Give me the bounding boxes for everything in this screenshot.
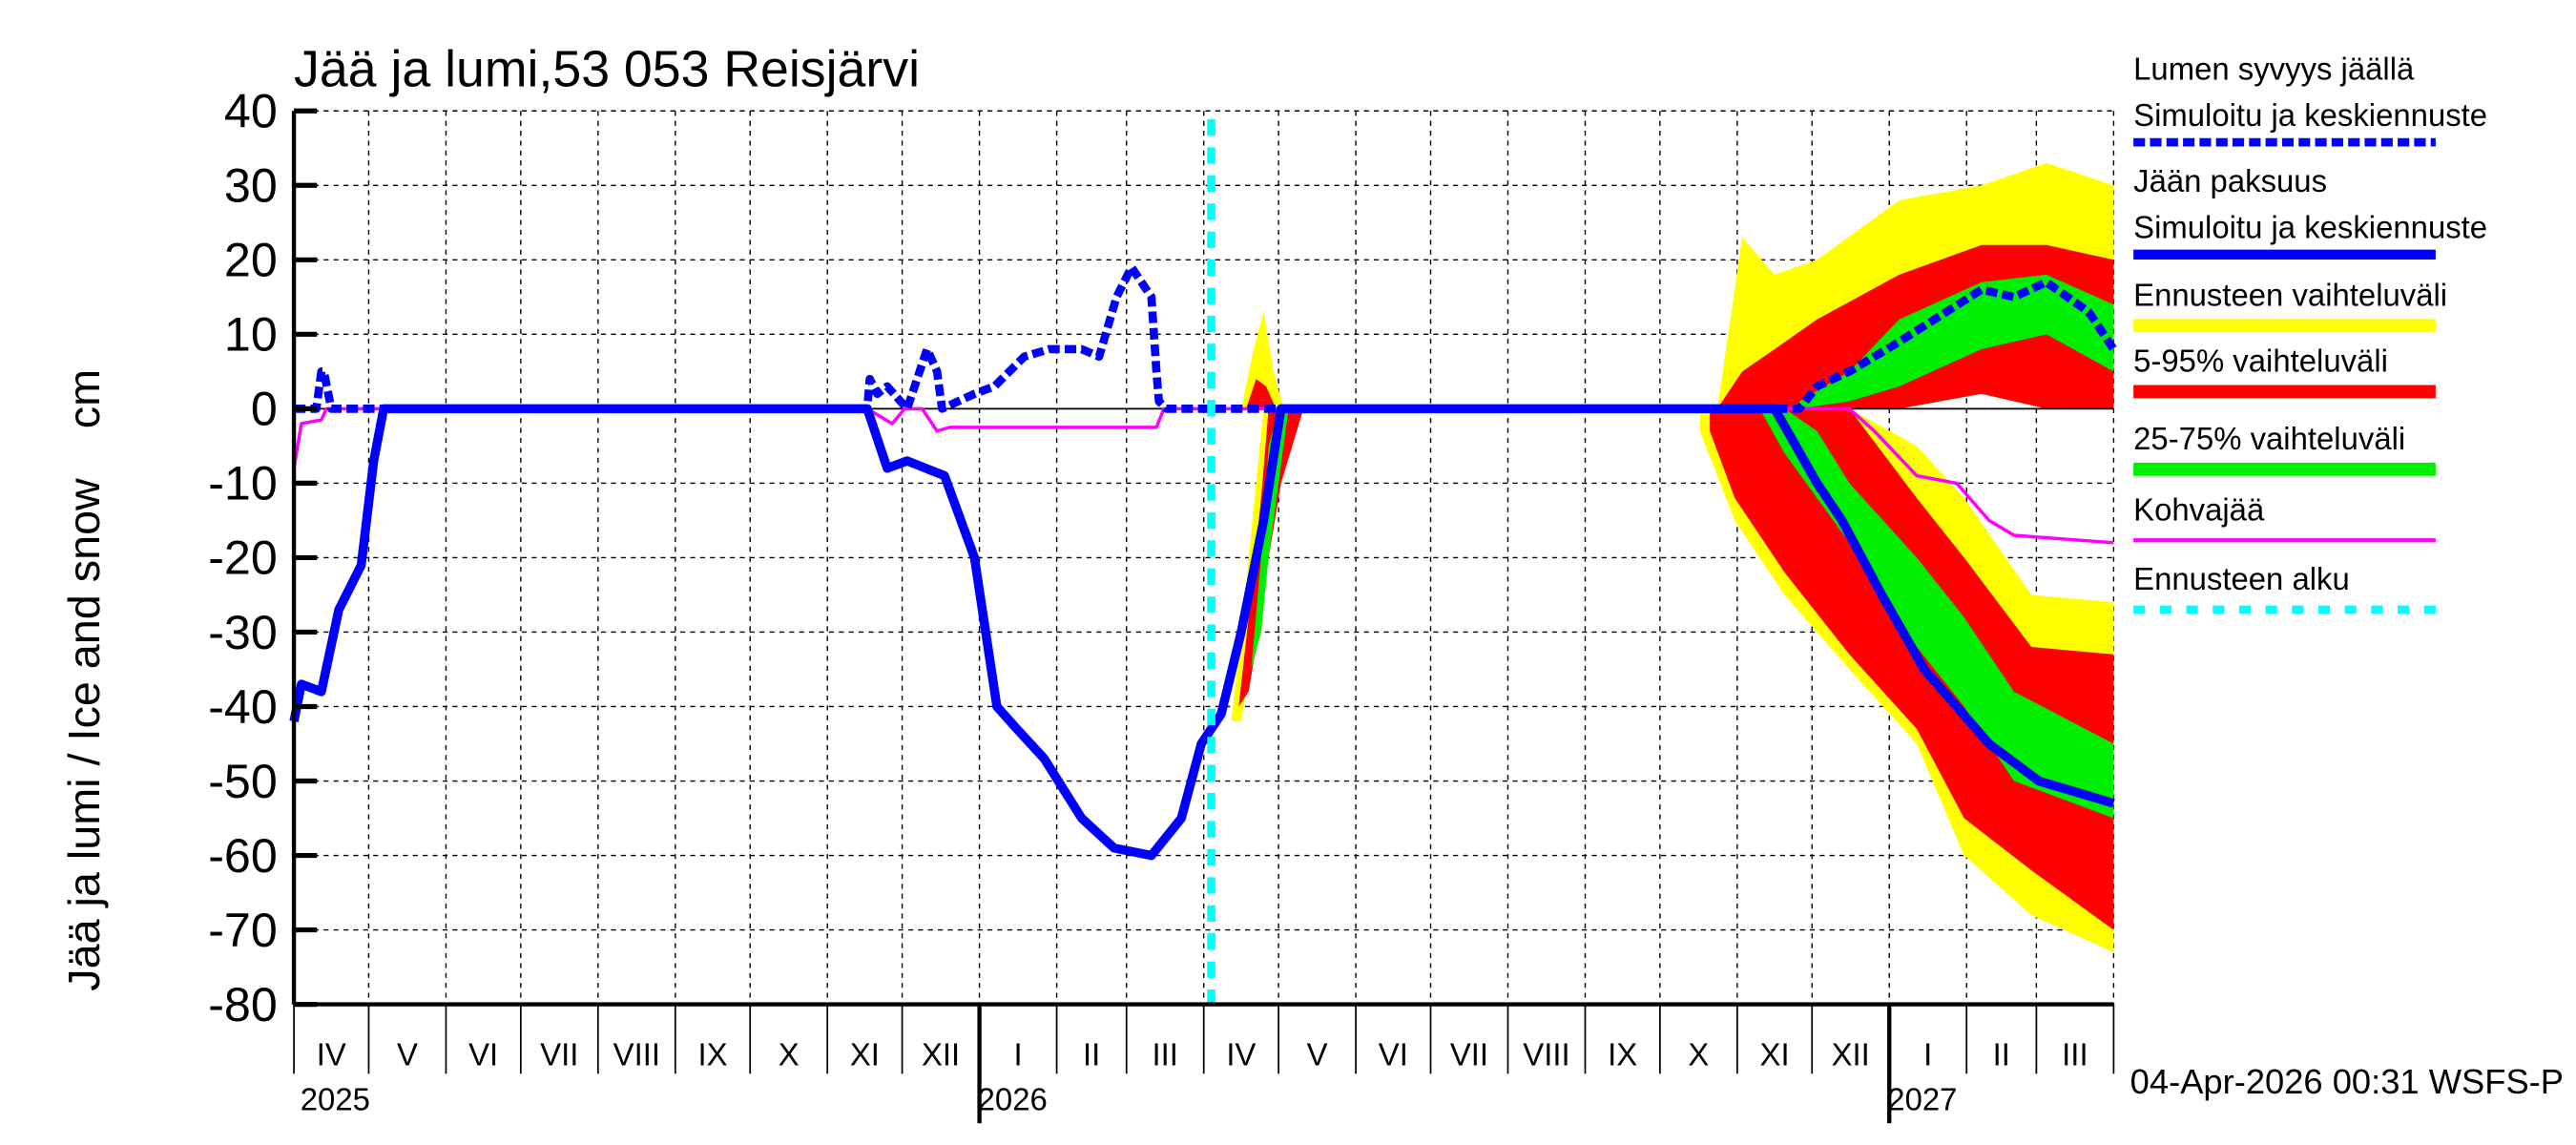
month-label: II xyxy=(1993,1037,2010,1072)
y-tick-label: -50 xyxy=(208,755,278,808)
y-axis-label: Jää ja lumi / Ice and snow cm xyxy=(59,369,109,991)
month-label: III xyxy=(1153,1037,1178,1072)
ice-range-red xyxy=(1710,408,2114,930)
axes: 403020100-10-20-30-40-50-60-70-80IV2025V… xyxy=(208,85,2115,1124)
month-label: I xyxy=(1923,1037,1932,1072)
month-label: XII xyxy=(922,1037,960,1072)
legend-label: Kohvajää xyxy=(2133,491,2265,527)
month-label: VIII xyxy=(613,1037,660,1072)
legend: Lumen syvyys jäällä Simuloitu ja keskienn… xyxy=(2133,51,2487,614)
month-label: VII xyxy=(1450,1037,1488,1072)
y-tick-label: 0 xyxy=(251,383,278,436)
month-label: XI xyxy=(850,1037,880,1072)
month-label: V xyxy=(397,1037,418,1072)
forecast-bands xyxy=(1231,162,2114,952)
y-tick-label: -40 xyxy=(208,680,278,734)
y-tick-label: -80 xyxy=(208,978,278,1031)
chart-title: Jää ja lumi,53 053 Reisjärvi xyxy=(294,40,920,97)
timestamp: 04-Apr-2026 00:31 WSFS-P xyxy=(2130,1062,2564,1101)
y-tick-label: 40 xyxy=(224,85,278,138)
month-label: X xyxy=(779,1037,800,1072)
legend-label: Ennusteen vaihteluväli xyxy=(2133,277,2447,312)
y-tick-label: -30 xyxy=(208,606,278,659)
snow-range-green xyxy=(1799,274,2114,409)
legend-label: 5-95% vaihteluväli xyxy=(2133,344,2388,379)
y-tick-label: 20 xyxy=(224,234,278,287)
ice-range-green xyxy=(1759,408,2114,819)
month-label: II xyxy=(1083,1037,1100,1072)
ice-range-green-spring xyxy=(1251,408,1289,670)
y-tick-label: 30 xyxy=(224,159,278,213)
month-label: III xyxy=(2062,1037,2088,1072)
month-label: I xyxy=(1014,1037,1023,1072)
legend-label: Lumen syvyys jäällä xyxy=(2133,51,2415,86)
year-label: 2027 xyxy=(1887,1081,1957,1116)
snow-range-red-spring xyxy=(1246,379,1277,409)
month-label: IV xyxy=(1226,1037,1256,1072)
legend-label: Jään paksuus xyxy=(2133,163,2327,198)
series-j-n-paksuus xyxy=(289,404,2115,861)
month-label: X xyxy=(1688,1037,1709,1072)
y-tick-label: -60 xyxy=(208,829,278,883)
month-label: IX xyxy=(697,1037,727,1072)
month-label: IX xyxy=(1608,1037,1637,1072)
month-label: XI xyxy=(1760,1037,1790,1072)
y-tick-label: -70 xyxy=(208,904,278,957)
legend-label: 25-75% vaihteluväli xyxy=(2133,421,2405,456)
month-label: VII xyxy=(540,1037,578,1072)
year-label: 2025 xyxy=(301,1081,370,1116)
snow-range-yellow-spring xyxy=(1240,311,1284,409)
year-label: 2026 xyxy=(978,1081,1048,1116)
month-label: VI xyxy=(468,1037,498,1072)
y-tick-label: 10 xyxy=(224,308,278,362)
legend-label: Simuloitu ja keskiennuste xyxy=(2133,97,2487,133)
month-label: XII xyxy=(1832,1037,1870,1072)
y-tick-label: -10 xyxy=(208,457,278,510)
month-label: VIII xyxy=(1523,1037,1569,1072)
series-lines xyxy=(289,262,2117,861)
month-label: IV xyxy=(317,1037,346,1072)
legend-label: Simuloitu ja keskiennuste xyxy=(2133,210,2487,245)
legend-label: Ennusteen alku xyxy=(2133,561,2350,596)
y-tick-label: -20 xyxy=(208,531,278,585)
month-label: VI xyxy=(1379,1037,1408,1072)
month-label: V xyxy=(1307,1037,1328,1072)
series-lumen-syvyys-j-ll- xyxy=(294,262,2117,413)
